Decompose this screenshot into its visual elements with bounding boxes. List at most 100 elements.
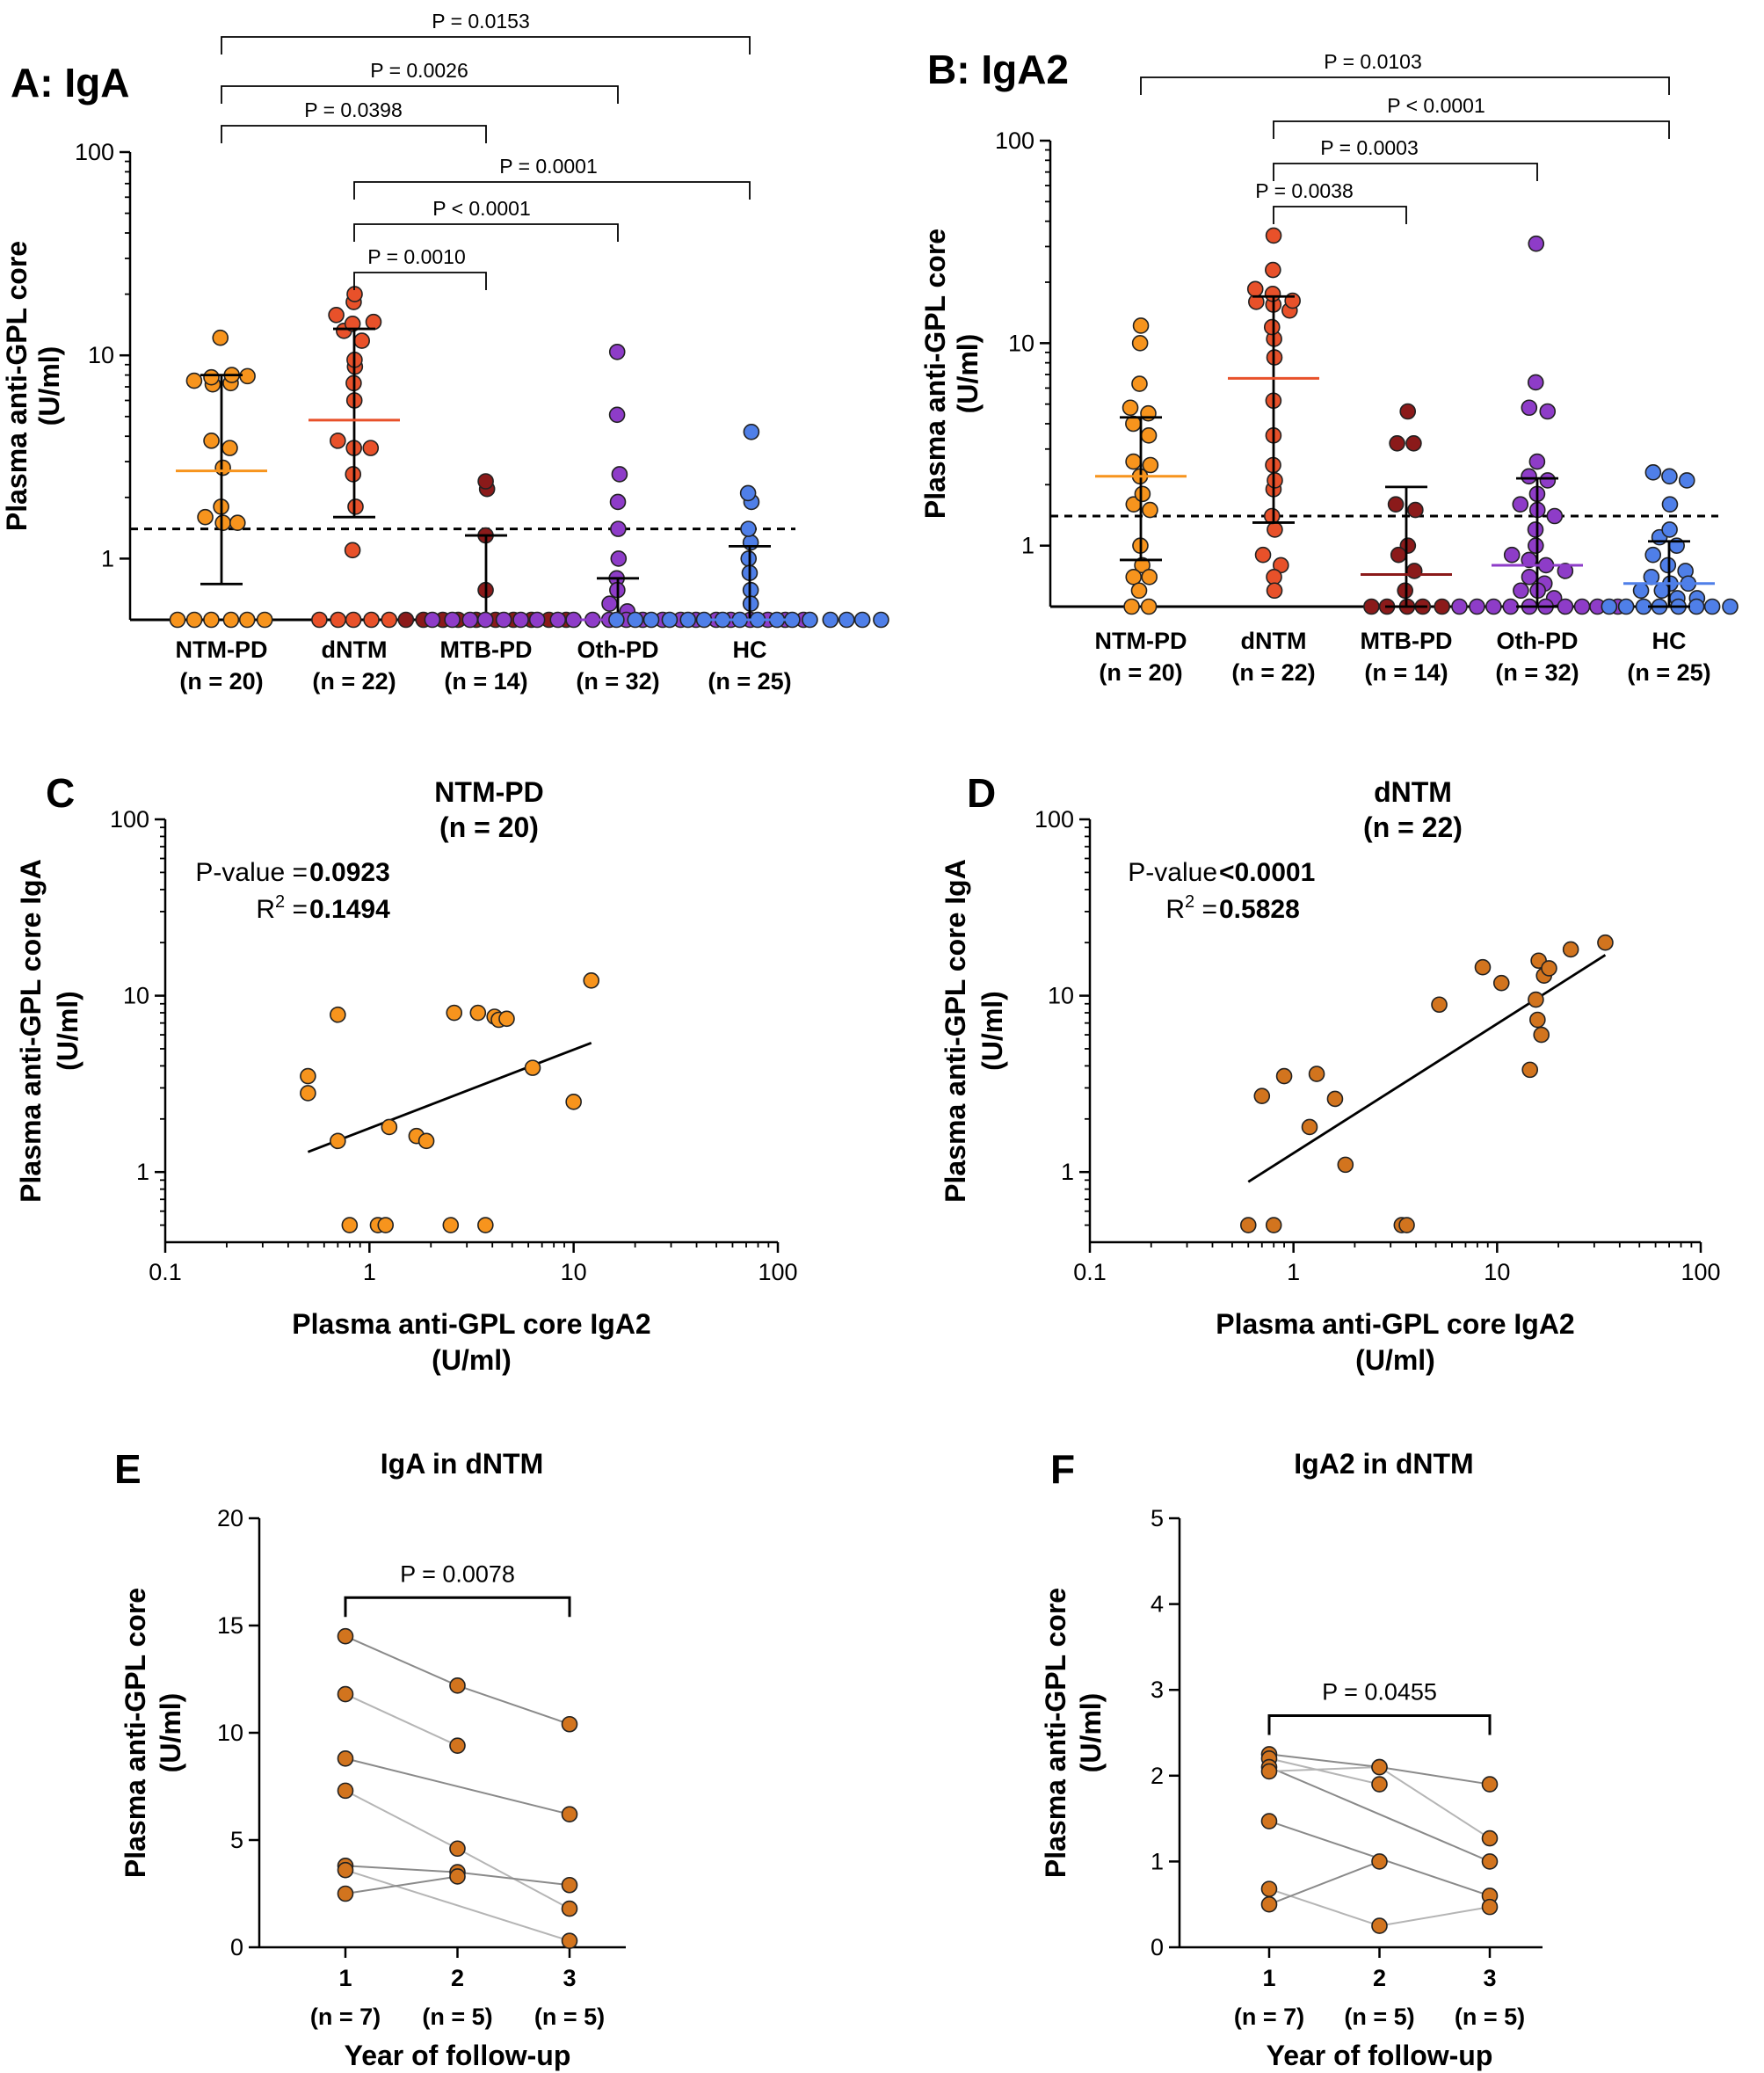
regression-line	[307, 1041, 592, 1153]
x-tick-label: 3	[1483, 1965, 1496, 1991]
significance-bracket	[1267, 1713, 1492, 1735]
plot-subtitle: (n = 22)	[1363, 811, 1463, 843]
data-point	[185, 372, 203, 389]
subject-trajectory	[345, 1869, 570, 1942]
data-point	[853, 611, 871, 629]
significance-bracket	[344, 1596, 571, 1618]
r-label: R	[1165, 895, 1185, 924]
data-point	[1239, 1217, 1257, 1233]
data-point	[495, 611, 512, 629]
data-point	[381, 611, 398, 629]
subject-trajectory	[1268, 1766, 1380, 1772]
y-tick-label: 5	[230, 1827, 243, 1853]
data-point	[1326, 1090, 1344, 1108]
data-point	[838, 611, 855, 629]
data-point	[1546, 507, 1564, 525]
data-point	[611, 466, 628, 483]
data-point	[498, 1010, 515, 1028]
data-point	[449, 1677, 466, 1694]
panel-label: A: IgA	[11, 60, 129, 105]
subject-trajectory	[1268, 1753, 1380, 1769]
data-point	[1389, 435, 1405, 452]
data-point	[528, 611, 546, 629]
data-point	[1266, 582, 1283, 600]
data-point	[565, 1094, 582, 1110]
data-point	[345, 611, 362, 629]
y-tick-label: 10	[88, 342, 114, 368]
data-point	[330, 1132, 346, 1150]
y-tick-label: 1	[1021, 533, 1034, 559]
panel-c-ntm-pd-correlation: C NTM-PD(n = 20)Plasma anti-GPL core IgA(…	[15, 770, 798, 1376]
category-label: dNTM	[1241, 628, 1307, 654]
data-point	[341, 1217, 359, 1233]
data-point	[1541, 960, 1557, 977]
data-point	[601, 595, 618, 612]
data-point	[1678, 472, 1695, 489]
data-point	[1131, 375, 1148, 392]
data-point	[1481, 1776, 1499, 1793]
x-axis-title-units: (U/ml)	[432, 1344, 512, 1376]
data-point	[822, 611, 839, 629]
y-axis-title-units: (U/ml)	[33, 346, 65, 426]
p-value-label: P = 0.0153	[432, 10, 530, 33]
data-point	[449, 1868, 466, 1885]
data-point	[337, 1749, 354, 1767]
y-axis-title: Plasma anti-GPL core	[120, 1588, 151, 1878]
p-value-label: P = 0.0103	[1324, 50, 1422, 73]
data-point	[1451, 598, 1468, 615]
significance-bracket	[353, 272, 487, 290]
subject-trajectory	[1268, 1860, 1380, 1906]
significance-bracket	[353, 181, 751, 200]
r-equals: =	[285, 895, 308, 924]
data-point	[1492, 974, 1510, 992]
data-point	[1399, 403, 1417, 420]
panel-e-iga-follow-up: E IgA in dNTM Plasma anti-GPL core (U/ml) 0 5…	[114, 1446, 626, 2071]
data-point	[1141, 569, 1158, 586]
data-point	[1390, 546, 1407, 564]
data-point	[1371, 1853, 1388, 1870]
data-point	[1528, 453, 1546, 470]
y-tick-label: 0	[1151, 1934, 1164, 1960]
data-point	[1260, 1813, 1278, 1829]
y-axis-title-units: (U/ml)	[976, 991, 1008, 1071]
data-point	[337, 1861, 354, 1879]
x-n-label: (n = 5)	[1344, 2004, 1414, 2030]
data-point	[337, 1885, 354, 1902]
y-tick-label: 1	[101, 545, 114, 571]
category-label: NTM-PD	[176, 636, 268, 663]
data-point	[1134, 556, 1151, 574]
data-point	[229, 514, 246, 531]
y-tick-label: 1	[136, 1159, 149, 1185]
data-point	[449, 1737, 466, 1754]
panel-a-iga-group-scatter: A: IgA Plasma anti-GPL core (U/ml) 1 10 100 NT…	[1, 10, 889, 695]
panel-label: C	[46, 770, 75, 816]
category-n-label: (n = 25)	[708, 668, 791, 695]
data-point	[353, 332, 370, 349]
data-point	[449, 1840, 466, 1858]
data-point	[337, 1627, 354, 1645]
data-point	[221, 440, 238, 456]
data-point	[256, 611, 273, 629]
data-point	[1661, 521, 1678, 538]
plot-title: dNTM	[1374, 776, 1452, 808]
data-point	[1481, 1829, 1499, 1847]
significance-bracket	[1273, 163, 1538, 181]
data-point	[1265, 261, 1281, 279]
data-point	[446, 1004, 463, 1022]
data-point	[444, 611, 461, 629]
data-point	[461, 611, 479, 629]
significance-bracket	[221, 36, 751, 55]
x-axis-title: Year of follow-up	[1267, 2040, 1493, 2071]
data-point	[1434, 598, 1450, 615]
data-point	[377, 1217, 395, 1233]
subject-trajectory	[345, 1875, 458, 1895]
subject-trajectory	[1268, 1888, 1380, 1927]
data-point	[1142, 501, 1158, 519]
p-value-label: P = 0.0001	[499, 155, 598, 178]
data-point	[477, 1217, 494, 1233]
panel-b-iga2-group-scatter: B: IgA2 Plasma anti-GPL core (U/ml) 1 10 100 N…	[919, 47, 1739, 686]
category-n-label: (n = 25)	[1627, 659, 1710, 686]
category-n-label: (n = 22)	[1231, 659, 1315, 686]
p-value-label: P-value	[1128, 858, 1217, 887]
